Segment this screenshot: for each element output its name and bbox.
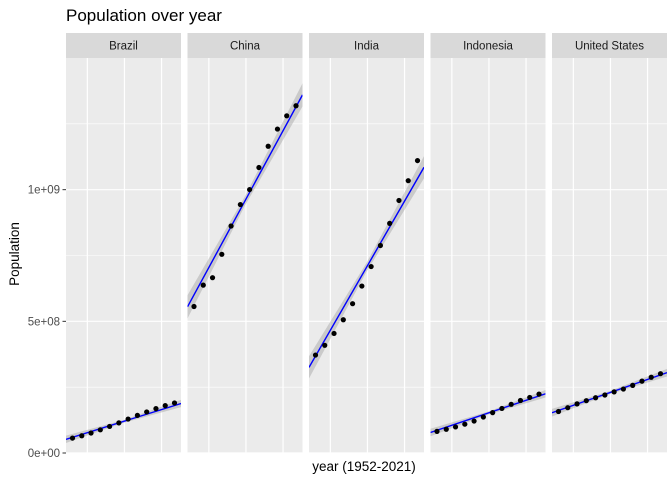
facet-india: India [309, 33, 424, 454]
data-point [368, 263, 374, 270]
data-point [639, 378, 645, 384]
data-point [574, 401, 580, 407]
trend-line [309, 166, 424, 368]
data-point [256, 164, 262, 171]
data-point [414, 157, 421, 164]
data-point [284, 113, 290, 119]
data-point [312, 352, 319, 358]
data-point [396, 197, 402, 204]
data-point [200, 282, 206, 288]
facet-label: India [354, 41, 380, 53]
data-point [452, 424, 459, 430]
data-point [265, 143, 271, 149]
facet-united-states: United States [552, 33, 667, 454]
data-point [322, 342, 328, 348]
data-point [247, 186, 253, 193]
data-point [527, 394, 533, 401]
data-point [237, 201, 243, 208]
trend-line [552, 372, 667, 414]
trend-line-group [430, 389, 546, 437]
data-point [462, 421, 468, 427]
y-axis-title: Population [7, 222, 22, 286]
facet-panels: Brazil China India Indonesia United States [66, 33, 667, 454]
data-point [79, 433, 85, 439]
facet-strip [309, 33, 424, 58]
data-point [274, 126, 281, 132]
facet-label: China [230, 41, 261, 53]
trend-line-group [66, 399, 181, 443]
data-point [480, 414, 486, 420]
x-axis-title: year (1952-2021) [312, 459, 416, 474]
data-point [565, 405, 571, 411]
data-point [134, 412, 141, 418]
facet-strip [552, 33, 667, 58]
data-point [349, 301, 356, 307]
facet-indonesia: Indonesia [430, 33, 546, 454]
facet-china: China [187, 33, 303, 454]
data-point [490, 410, 496, 416]
trend-line-group [309, 156, 424, 379]
y-tick-label: 1e+09 [28, 185, 60, 197]
data-point [106, 423, 113, 430]
trend-line [187, 94, 303, 308]
facet-label: Indonesia [463, 41, 513, 53]
y-tick-label: 5e+08 [28, 316, 60, 328]
facet-strip [66, 33, 181, 58]
data-point [592, 395, 599, 401]
y-axis: 0e+00 5e+08 1e+09 [28, 185, 66, 460]
data-point [583, 398, 589, 404]
data-point [602, 392, 608, 398]
facet-brazil: Brazil [66, 33, 181, 454]
chart-title: Population over year [66, 6, 222, 25]
data-point [405, 178, 411, 184]
data-point [162, 403, 168, 409]
data-point [471, 418, 477, 424]
data-point [144, 409, 150, 415]
data-point [443, 426, 449, 432]
data-point [387, 220, 393, 226]
data-point [331, 330, 337, 337]
data-point [88, 430, 94, 436]
facet-label: United States [575, 41, 644, 53]
data-point [171, 400, 178, 406]
data-point [630, 382, 636, 388]
data-point [434, 428, 440, 434]
data-point [209, 275, 216, 281]
y-tick-label: 0e+00 [28, 448, 60, 460]
data-point [620, 386, 627, 392]
data-point [340, 317, 346, 323]
data-point [648, 374, 654, 380]
facet-strip [430, 33, 546, 58]
data-point [517, 397, 524, 404]
data-point [508, 401, 514, 407]
trend-line-group [187, 83, 303, 319]
data-point [125, 416, 131, 422]
data-point [293, 103, 299, 109]
data-point [97, 427, 103, 433]
trend-line [430, 393, 546, 434]
data-point [611, 389, 617, 395]
data-point [228, 223, 234, 229]
trend-line [66, 402, 181, 440]
data-point [191, 303, 197, 310]
data-point [555, 408, 562, 415]
data-point [657, 371, 664, 377]
facet-label: Brazil [109, 41, 138, 53]
data-point [536, 391, 542, 397]
data-point [69, 435, 76, 441]
data-point [219, 251, 225, 257]
trend-line-group [552, 368, 667, 417]
data-point [116, 420, 122, 426]
data-point [359, 283, 365, 289]
data-point [153, 406, 159, 412]
facet-strip [187, 33, 303, 58]
data-point [499, 405, 505, 412]
data-point [377, 242, 384, 249]
